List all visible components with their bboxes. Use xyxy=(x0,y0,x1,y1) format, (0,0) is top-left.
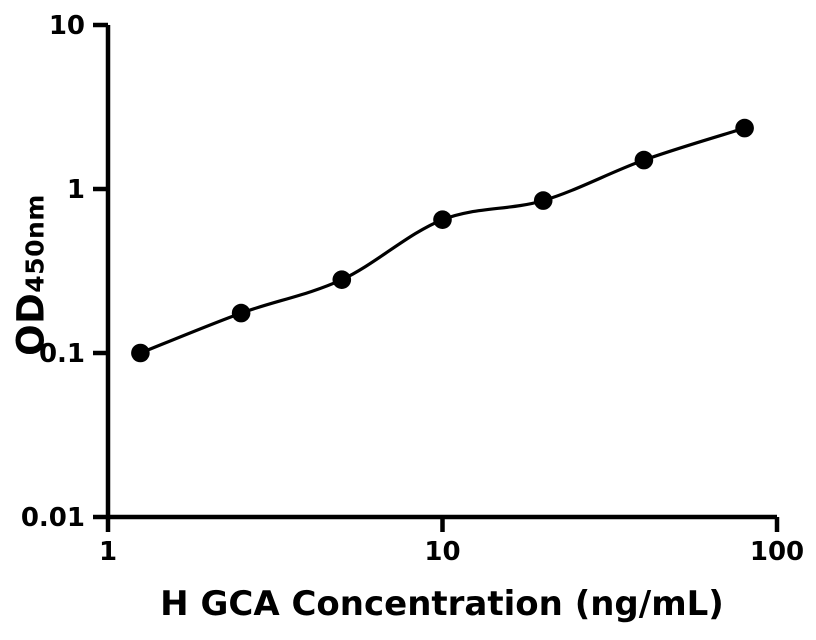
y-tick-label: 1 xyxy=(67,175,85,205)
data-point xyxy=(533,191,553,210)
y-tick-label: 10 xyxy=(49,11,85,41)
data-point xyxy=(433,210,452,229)
y-tick-label: 0.1 xyxy=(39,339,85,369)
y-axis-title-main: OD xyxy=(9,292,53,356)
x-tick-label: 10 xyxy=(424,537,460,567)
data-point xyxy=(735,118,754,138)
data-point xyxy=(634,150,654,170)
fit-curve xyxy=(139,126,746,355)
x-axis-title: H GCA Concentration (ng/mL) xyxy=(160,584,724,624)
data-point xyxy=(131,343,150,363)
y-axis-title: OD450nm xyxy=(10,194,53,356)
y-tick-label: 0.01 xyxy=(21,503,85,533)
data-point xyxy=(231,303,251,323)
data-point xyxy=(332,270,352,290)
x-tick-label: 100 xyxy=(750,537,804,567)
axes-spines xyxy=(105,25,777,520)
x-tick-label: 1 xyxy=(99,537,117,567)
y-axis-title-subscript: 450nm xyxy=(20,194,50,293)
